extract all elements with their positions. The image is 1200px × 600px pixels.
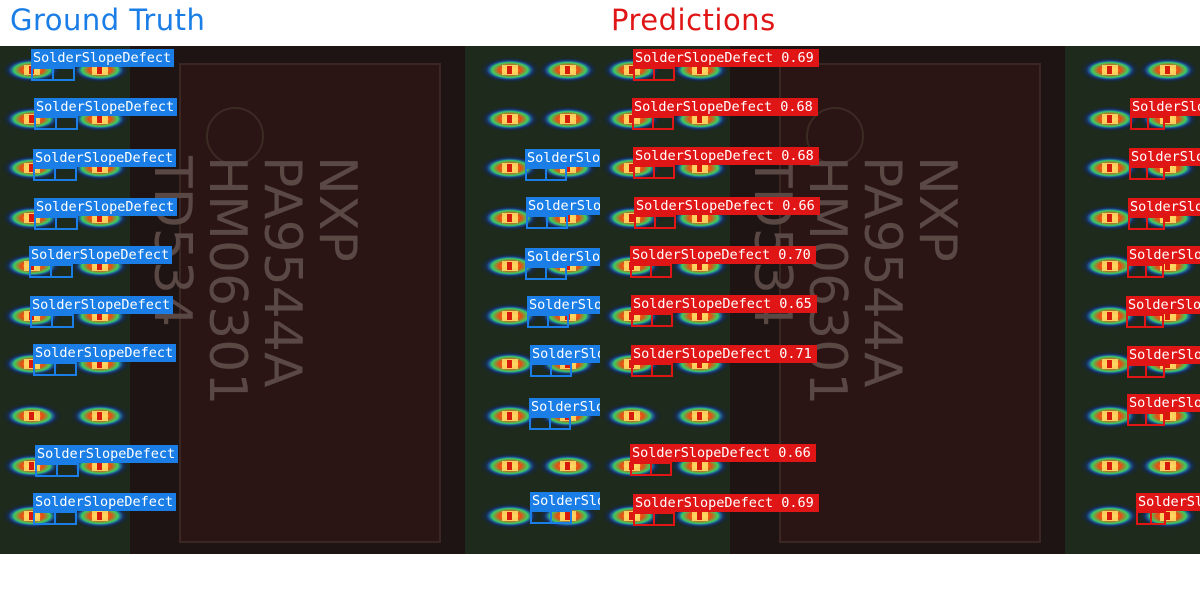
- prediction-label: SolderSlo: [1128, 198, 1200, 216]
- prediction-label: SolderSlo: [1126, 296, 1200, 314]
- prediction-box: [1126, 314, 1164, 328]
- prediction-label: SolderSlopeDefect 0.66: [630, 444, 816, 462]
- ground-truth-panel: NXP PA9544A HM06301 TD534 SolderSlopeDefect…: [0, 46, 600, 554]
- gt-box: [526, 215, 568, 229]
- prediction-box: [630, 264, 672, 278]
- gt-label: SolderSlo: [530, 345, 600, 363]
- prediction-box: [631, 363, 673, 377]
- prediction-label: SolderSlopeDefect 0.70: [630, 246, 816, 264]
- gt-label: SolderSlo: [525, 248, 600, 266]
- gt-label: SolderSlopeDefect: [33, 149, 176, 167]
- chip-marking-text: NXP: [307, 156, 367, 262]
- prediction-box: [633, 67, 675, 81]
- ground-truth-title: Ground Truth: [10, 3, 206, 37]
- chip-marking-text: PA9544A: [252, 156, 312, 388]
- gt-box: [525, 167, 567, 181]
- prediction-box: [1136, 511, 1166, 525]
- gt-label: SolderSlo: [530, 492, 600, 510]
- chip-marking-text: HM06301: [797, 156, 857, 405]
- gt-box: [529, 416, 571, 430]
- gt-label: SolderSlo: [526, 197, 600, 215]
- gt-label: SolderSlopeDefect: [33, 493, 176, 511]
- gt-label: SolderSlopeDefect: [29, 246, 172, 264]
- prediction-box: [633, 165, 675, 179]
- gt-box: [35, 463, 79, 477]
- gt-box: [530, 363, 572, 377]
- predictions-panel: NXP PA9544A HM06301 TD534 SolderSlopeDefect…: [600, 46, 1200, 554]
- prediction-box-extra: [1127, 412, 1165, 426]
- prediction-label: SolderSlopeDefect 0.68: [632, 98, 818, 116]
- predictions-title: Predictions: [611, 3, 776, 37]
- prediction-box: [1128, 216, 1165, 230]
- prediction-label: SolderSlopeDefect 0.66: [634, 197, 820, 215]
- gt-label: SolderSlo: [527, 296, 600, 314]
- gt-label: SolderSlo: [529, 398, 600, 416]
- gt-box: [530, 510, 572, 524]
- prediction-box: [1127, 264, 1164, 278]
- prediction-label: SolderSlopeDefect 0.69: [633, 49, 819, 67]
- gt-box: [33, 167, 77, 181]
- prediction-label: SolderSlo: [1129, 148, 1200, 166]
- prediction-label-extra: SolderSlo: [1127, 394, 1200, 412]
- gt-box: [34, 216, 78, 230]
- prediction-label: SolderSlopeDefect 0.71: [631, 345, 817, 363]
- chip-marking-text: PA9544A: [852, 156, 912, 388]
- gt-box: [33, 362, 77, 376]
- chip-marking-text: HM06301: [197, 156, 257, 405]
- prediction-box: [631, 313, 673, 327]
- prediction-box: [1129, 166, 1165, 180]
- gt-label: SolderSlopeDefect: [34, 98, 177, 116]
- gt-label: SolderSlopeDefect: [30, 296, 173, 314]
- gt-box: [29, 264, 73, 278]
- prediction-label: SolderSl: [1136, 493, 1200, 511]
- gt-label: SolderSlopeDefect: [35, 445, 178, 463]
- gt-label: SolderSlo: [525, 149, 600, 167]
- gt-box: [34, 116, 78, 130]
- gt-box: [527, 314, 569, 328]
- prediction-box: [633, 512, 675, 526]
- gt-box: [33, 511, 77, 525]
- gt-label: SolderSlopeDefect: [31, 49, 174, 67]
- prediction-box: [1130, 116, 1165, 130]
- gt-label: SolderSlopeDefect: [33, 344, 176, 362]
- prediction-label: SolderSlopeDefect 0.68: [633, 147, 819, 165]
- prediction-label: SolderSlo: [1130, 98, 1200, 116]
- prediction-box: [1127, 364, 1165, 378]
- prediction-box: [630, 462, 672, 476]
- prediction-box: [632, 116, 674, 130]
- gt-box: [525, 266, 567, 280]
- prediction-label: SolderSlopeDefect 0.69: [633, 494, 819, 512]
- prediction-label: SolderSlo: [1127, 246, 1200, 264]
- gt-box: [31, 67, 75, 81]
- prediction-box: [634, 215, 676, 229]
- prediction-label: SolderSlo: [1127, 346, 1200, 364]
- prediction-label: SolderSlopeDefect 0.65: [631, 295, 817, 313]
- gt-box: [30, 314, 74, 328]
- gt-label: SolderSlopeDefect: [34, 198, 177, 216]
- chip-marking-text: NXP: [907, 156, 967, 262]
